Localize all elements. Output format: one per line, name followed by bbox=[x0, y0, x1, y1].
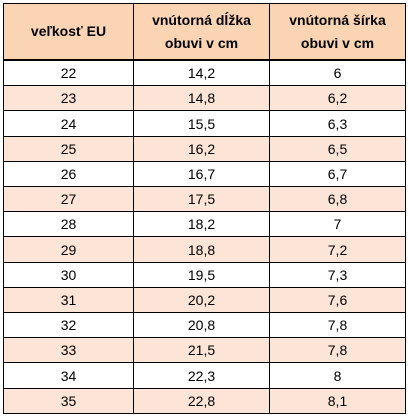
cell-eu-size: 22 bbox=[3, 59, 134, 87]
cell-inner-length: 19,5 bbox=[133, 261, 270, 288]
table-row: 30 19,5 7,3 bbox=[3, 261, 406, 288]
cell-inner-width: 8 bbox=[269, 362, 406, 389]
header-row: veľkosť EU vnútorná dĺžka obuvi v cm vnú… bbox=[3, 3, 406, 61]
cell-eu-size: 33 bbox=[3, 337, 134, 364]
table-body: 22 14,2 6 23 14,8 6,2 24 15,5 6,3 25 16,2 6,5 26 16,7… bbox=[3, 59, 406, 415]
cell-inner-width: 7,3 bbox=[269, 261, 406, 288]
cell-eu-size: 30 bbox=[3, 261, 134, 288]
cell-inner-width: 6 bbox=[269, 59, 406, 87]
table-row: 32 20,8 7,8 bbox=[3, 312, 406, 339]
cell-inner-length: 18,2 bbox=[133, 211, 270, 238]
cell-inner-length: 16,2 bbox=[133, 135, 270, 162]
table-row: 24 15,5 6,3 bbox=[3, 110, 406, 137]
cell-inner-length: 22,3 bbox=[133, 362, 270, 389]
cell-inner-width: 6,2 bbox=[269, 85, 406, 112]
cell-eu-size: 25 bbox=[3, 135, 134, 162]
table-row: 34 22,3 8 bbox=[3, 362, 406, 389]
cell-inner-width: 7,6 bbox=[269, 286, 406, 314]
cell-inner-width: 6,3 bbox=[269, 110, 406, 137]
header-inner-width: vnútorná šírka obuvi v cm bbox=[269, 3, 406, 61]
cell-inner-length: 14,2 bbox=[133, 59, 270, 87]
cell-eu-size: 32 bbox=[3, 312, 134, 339]
header-inner-width-line-2: obuvi v cm bbox=[300, 34, 375, 51]
header-inner-length-line-2: obuvi v cm bbox=[164, 34, 239, 51]
cell-inner-width: 8,1 bbox=[269, 387, 406, 415]
cell-inner-length: 18,8 bbox=[133, 236, 270, 263]
cell-inner-length: 20,8 bbox=[133, 312, 270, 339]
table-row: 23 14,8 6,2 bbox=[3, 85, 406, 112]
header-inner-width-line-1: vnútorná šírka bbox=[289, 11, 386, 28]
table-row: 33 21,5 7,8 bbox=[3, 337, 406, 364]
header-eu-size-text: veľkosť EU bbox=[30, 23, 107, 39]
table-header: veľkosť EU vnútorná dĺžka obuvi v cm vnú… bbox=[3, 3, 406, 61]
header-eu-size: veľkosť EU bbox=[3, 3, 134, 61]
table-row: 31 20,2 7,6 bbox=[3, 286, 406, 314]
cell-inner-length: 20,2 bbox=[133, 286, 270, 314]
table-row: 29 18,8 7,2 bbox=[3, 236, 406, 263]
table-row: 28 18,2 7 bbox=[3, 211, 406, 238]
cell-inner-length: 15,5 bbox=[133, 110, 270, 137]
cell-eu-size: 24 bbox=[3, 110, 134, 137]
table-row: 27 17,5 6,8 bbox=[3, 186, 406, 213]
cell-eu-size: 26 bbox=[3, 160, 134, 188]
cell-inner-width: 7,2 bbox=[269, 236, 406, 263]
header-inner-length-line-1: vnútorná dĺžka bbox=[152, 11, 251, 28]
header-inner-length: vnútorná dĺžka obuvi v cm bbox=[133, 3, 270, 61]
cell-inner-width: 7,8 bbox=[269, 337, 406, 364]
table-row: 22 14,2 6 bbox=[3, 59, 406, 87]
cell-inner-length: 22,8 bbox=[133, 387, 270, 415]
cell-eu-size: 27 bbox=[3, 186, 134, 213]
cell-eu-size: 35 bbox=[3, 387, 134, 415]
cell-eu-size: 29 bbox=[3, 236, 134, 263]
cell-inner-width: 6,7 bbox=[269, 160, 406, 188]
cell-inner-length: 16,7 bbox=[133, 160, 270, 188]
cell-inner-width: 7 bbox=[269, 211, 406, 238]
cell-inner-width: 6,8 bbox=[269, 186, 406, 213]
cell-eu-size: 23 bbox=[3, 85, 134, 112]
cell-inner-length: 14,8 bbox=[133, 85, 270, 112]
shoe-size-table: veľkosť EU vnútorná dĺžka obuvi v cm vnú… bbox=[3, 3, 406, 415]
cell-inner-length: 17,5 bbox=[133, 186, 270, 213]
cell-eu-size: 28 bbox=[3, 211, 134, 238]
cell-inner-width: 7,8 bbox=[269, 312, 406, 339]
table-row: 35 22,8 8,1 bbox=[3, 387, 406, 415]
cell-eu-size: 34 bbox=[3, 362, 134, 389]
table-row: 25 16,2 6,5 bbox=[3, 135, 406, 162]
table-row: 26 16,7 6,7 bbox=[3, 160, 406, 188]
cell-eu-size: 31 bbox=[3, 286, 134, 314]
cell-inner-length: 21,5 bbox=[133, 337, 270, 364]
cell-inner-width: 6,5 bbox=[269, 135, 406, 162]
